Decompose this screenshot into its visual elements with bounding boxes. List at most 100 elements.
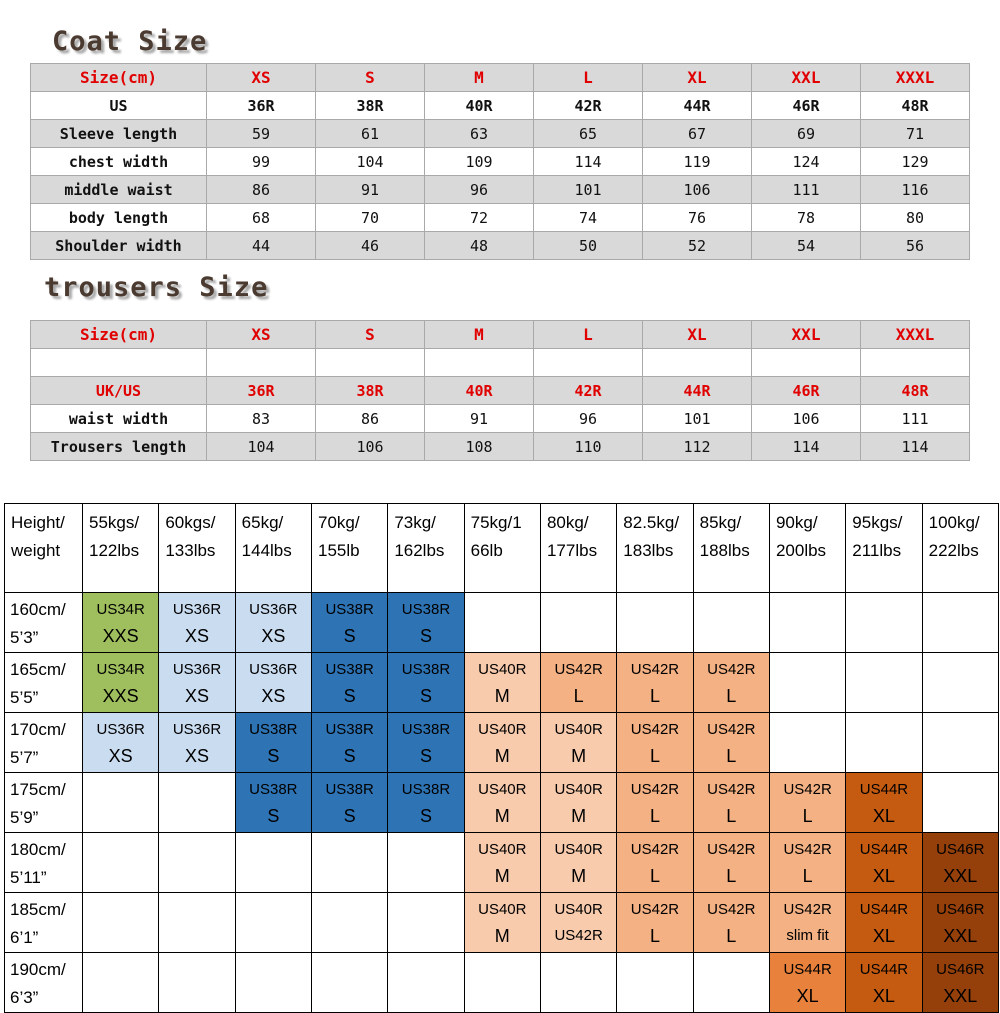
- empty-cell: [234, 832, 312, 893]
- spec-value-cell: 109: [424, 147, 534, 176]
- spec-value-cell: [533, 348, 643, 377]
- size-recommendation-cell: US44R XL: [768, 952, 847, 1013]
- empty-cell: [616, 952, 694, 1013]
- weight-column-header: 55kgs/122lbs: [81, 503, 160, 593]
- weight-column-header: 60kgs/133lbs: [158, 503, 236, 593]
- size-recommendation-cell: US42R L: [692, 772, 770, 833]
- size-column-header: M: [424, 63, 534, 92]
- size-column-header: L: [533, 63, 643, 92]
- spec-value-cell: 54: [751, 231, 861, 260]
- spec-value-cell: 46R: [751, 376, 861, 405]
- empty-cell: [692, 952, 770, 1013]
- size-recommendation-cell: US38R S: [310, 592, 389, 653]
- spec-value-cell: 68: [206, 203, 316, 232]
- weight-column-header: 70kg/155lb: [310, 503, 389, 593]
- spec-value-cell: 110: [533, 432, 643, 461]
- size-recommendation-cell: US40R M: [539, 832, 618, 893]
- size-recommendation-cell: US40R M: [463, 832, 541, 893]
- size-column-header: L: [533, 320, 643, 349]
- size-column-header: XXL: [751, 320, 861, 349]
- size-recommendation-cell: US36R XS: [158, 592, 236, 653]
- size-recommendation-cell: US36R XS: [158, 652, 236, 713]
- spec-value-cell: 72: [424, 203, 534, 232]
- empty-cell: [158, 952, 236, 1013]
- spec-value-cell: [424, 348, 534, 377]
- spec-value-cell: 129: [860, 147, 970, 176]
- empty-cell: [234, 892, 312, 953]
- spec-value-cell: 104: [315, 147, 425, 176]
- size-recommendation-cell: US38R S: [387, 772, 465, 833]
- spec-value-cell: 111: [860, 404, 970, 433]
- empty-cell: [463, 592, 541, 653]
- size-column-header: S: [315, 63, 425, 92]
- spec-value-cell: [206, 348, 316, 377]
- spec-value-cell: 114: [751, 432, 861, 461]
- spec-value-cell: 42R: [533, 376, 643, 405]
- size-recommendation-cell: US38R S: [234, 712, 312, 773]
- spec-value-cell: 40R: [424, 376, 534, 405]
- spec-value-cell: 48R: [860, 376, 970, 405]
- empty-cell: [845, 712, 923, 773]
- weight-column-header: 80kg/177lbs: [539, 503, 618, 593]
- spec-row-label: Shoulder width: [30, 231, 207, 260]
- coat-size-table: Size(cm) XS S M L XL XXL XXXL US 36R 38R 40R 42R 44R 4…: [30, 63, 970, 260]
- size-recommendation-cell: US38R S: [310, 712, 389, 773]
- empty-cell: [81, 892, 160, 953]
- size-column-header: XS: [206, 63, 316, 92]
- size-recommendation-cell: US42R L: [616, 892, 694, 953]
- height-row-label: 170cm/5’7”: [4, 712, 83, 773]
- size-recommendation-cell: US42R L: [616, 712, 694, 773]
- spec-value-cell: 48: [424, 231, 534, 260]
- spec-value-cell: 101: [642, 404, 752, 433]
- weight-column-header: 65kg/144lbs: [234, 503, 312, 593]
- spec-value-cell: 106: [315, 432, 425, 461]
- empty-cell: [539, 952, 618, 1013]
- size-column-header: XXXL: [860, 320, 970, 349]
- trousers-size-table: Size(cm) XS S M L XL XXL XXXL UK/US 36R 38R 40R 42R 4…: [30, 320, 970, 461]
- height-row-label: 175cm/5’9”: [4, 772, 83, 833]
- empty-cell: [387, 832, 465, 893]
- size-recommendation-cell: US40R M: [463, 712, 541, 773]
- height-row-label: 160cm/5’3”: [4, 592, 83, 653]
- spec-value-cell: [751, 348, 861, 377]
- spec-value-cell: 80: [860, 203, 970, 232]
- spec-value-cell: 99: [206, 147, 316, 176]
- size-recommendation-cell: US38R S: [310, 772, 389, 833]
- weight-column-header: 73kg/162lbs: [387, 503, 465, 593]
- size-column-header: XL: [642, 320, 752, 349]
- size-recommendation-cell: US40R M: [463, 652, 541, 713]
- spec-value-cell: 71: [860, 119, 970, 148]
- size-recommendation-cell: US44R XL: [845, 772, 923, 833]
- size-recommendation-cell: US42R L: [768, 772, 847, 833]
- spec-value-cell: 96: [533, 404, 643, 433]
- size-recommendation-cell: US42R slim fit: [768, 892, 847, 953]
- spec-row-label: Sleeve length: [30, 119, 207, 148]
- spec-value-cell: 69: [751, 119, 861, 148]
- spec-value-cell: 76: [642, 203, 752, 232]
- spec-value-cell: 106: [642, 175, 752, 204]
- size-recommendation-cell: US38R S: [387, 712, 465, 773]
- size-column-header: XXL: [751, 63, 861, 92]
- spec-value-cell: 111: [751, 175, 861, 204]
- empty-cell: [387, 892, 465, 953]
- spec-value-cell: 114: [860, 432, 970, 461]
- size-recommendation-cell: US46R XXL: [921, 832, 1000, 893]
- spec-row-label: [30, 348, 207, 377]
- size-recommendation-cell: US42R L: [768, 832, 847, 893]
- spec-value-cell: 83: [206, 404, 316, 433]
- empty-cell: [81, 952, 160, 1013]
- height-row-label: 165cm/5’5”: [4, 652, 83, 713]
- trousers-size-title: trousers Size: [44, 272, 269, 303]
- size-recommendation-cell: US42R L: [616, 832, 694, 893]
- empty-cell: [768, 712, 847, 773]
- spec-value-cell: 44R: [642, 376, 752, 405]
- spec-value-cell: 42R: [533, 91, 643, 120]
- spec-value-cell: 59: [206, 119, 316, 148]
- empty-cell: [921, 592, 1000, 653]
- spec-value-cell: 91: [315, 175, 425, 204]
- size-recommendation-cell: US42R L: [692, 832, 770, 893]
- size-recommendation-cell: US46R XXL: [921, 952, 1000, 1013]
- size-column-header: M: [424, 320, 534, 349]
- spec-row-label: chest width: [30, 147, 207, 176]
- empty-cell: [310, 892, 389, 953]
